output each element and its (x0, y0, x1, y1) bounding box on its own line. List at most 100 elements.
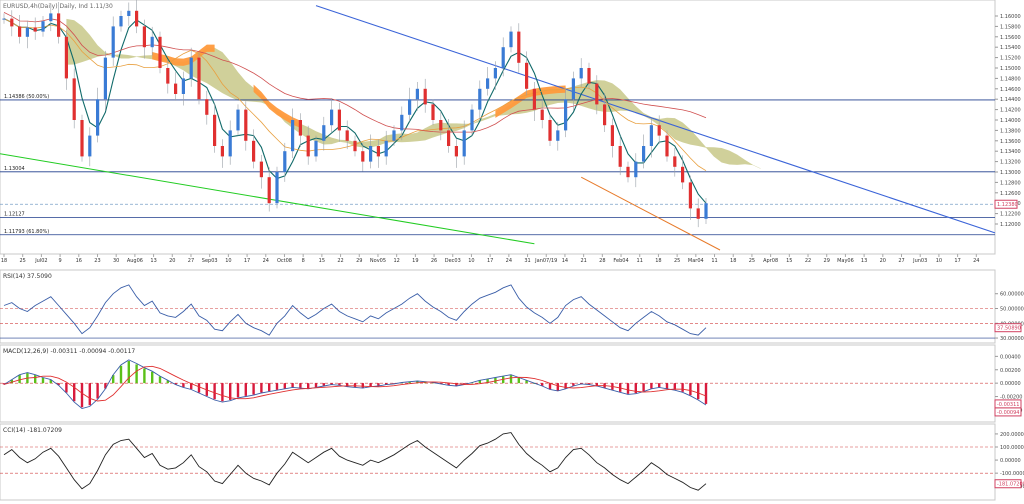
candle-body (220, 146, 224, 157)
x-tick-label: 12 (393, 258, 399, 264)
macd-histogram-bar (49, 379, 52, 384)
candle-body (49, 13, 53, 22)
y-tick-label: 1.14200 (1000, 108, 1021, 114)
candle-body (314, 140, 318, 157)
macd-histogram-bar (619, 383, 622, 392)
x-tick-label: 18 (655, 258, 661, 264)
macd-histogram-bar (361, 383, 364, 388)
y-tick-label: 30.00000 (1000, 336, 1024, 342)
candle-body (345, 130, 349, 141)
x-tick-label: 19 (412, 258, 418, 264)
macd-histogram-bar (96, 383, 99, 399)
candle-body (72, 78, 76, 120)
macd-histogram-bar (135, 364, 138, 384)
x-tick-label: 22 (337, 258, 343, 264)
y-tick-label: 1.15000 (1000, 66, 1021, 72)
macd-histogram-bar (127, 361, 130, 384)
macd-histogram-bar (587, 383, 591, 385)
macd-histogram-bar (689, 383, 692, 396)
macd-histogram-bar (322, 383, 325, 386)
x-tick-label: 24 (973, 258, 979, 264)
macd-histogram-bar (642, 383, 645, 392)
x-axis: 18 25 Jul02 9 16 23 30 Aug06 13 20 27 Sep03 10 17 24 Oc… (1, 254, 979, 264)
candle-body (673, 156, 677, 167)
x-tick-label: Jan07/19 (534, 258, 557, 264)
candle-body (174, 83, 178, 94)
x-tick-label: 29 (824, 258, 830, 264)
x-tick-label: 31 (524, 258, 530, 264)
candle-body (283, 151, 287, 172)
x-tick-label: Dec03 (445, 258, 461, 264)
macd-histogram-bar (369, 383, 372, 387)
x-tick-label: 27 (188, 258, 194, 264)
candle-body (408, 99, 412, 115)
candle-body (361, 151, 365, 162)
x-tick-label: Aug06 (127, 258, 143, 264)
macd-histogram-bar (658, 383, 661, 388)
macd-histogram-bar (650, 383, 653, 389)
macd-histogram-bar (595, 383, 598, 386)
y-tick-label: 1.13000 (1000, 170, 1021, 176)
macd-histogram-bar (88, 383, 91, 406)
candle-body (634, 161, 638, 178)
macd-histogram-bar (346, 383, 349, 387)
candle-body (376, 146, 380, 157)
candle-body (205, 99, 209, 115)
candle-body (135, 10, 139, 27)
symbol-info: EURUSD,4h(Daily) Daily, Ind 1.11/30 (3, 3, 113, 10)
y-tick-label: 1.15600 (1000, 35, 1021, 41)
macd-label: MACD(12,26,9) -0.00311 -0.00094 -0.00117 (3, 348, 135, 355)
candle-body (181, 78, 185, 94)
last-value-label: -0.00311 (997, 402, 1019, 408)
x-tick-label: 13 (150, 258, 156, 264)
candle-body (525, 62, 529, 89)
macd-histogram-bar (143, 368, 146, 384)
macd-histogram-bar (174, 383, 177, 385)
candle-body (657, 125, 661, 136)
x-tick-label: 13 (861, 258, 867, 264)
macd-histogram-bar (541, 383, 544, 386)
main-series: 1.16000 1.15800 1.15600 1.15400 1.15200 1.150… (0, 0, 1021, 251)
y-tick-label: 1.13400 (1000, 149, 1021, 155)
macd-histogram-bar (252, 383, 255, 395)
x-tick-label: 14 (562, 258, 568, 264)
candle-body (447, 130, 451, 146)
macd-line (3, 359, 707, 409)
level-label: 1.14386 (50.00%) (4, 94, 49, 100)
x-tick-label: 26 (431, 258, 437, 264)
candle-body (275, 172, 279, 204)
candle-body (88, 135, 92, 157)
x-tick-label: 24 (263, 258, 269, 264)
macd-histogram-bar (377, 383, 380, 386)
candle-body (610, 125, 614, 146)
candle-body (252, 140, 256, 162)
y-tick-label: 1.12000 (1000, 222, 1021, 228)
y-tick-label: 0.00200 (1000, 368, 1021, 374)
last-value-label: -181.07209 (997, 482, 1024, 488)
macd-histogram-bar (236, 383, 240, 398)
candle-body (392, 130, 396, 141)
x-tick-label: 11 (711, 258, 717, 264)
x-tick-label: 17 (487, 258, 493, 264)
y-tick-label: 200.00000 (1000, 432, 1024, 438)
macd-histogram-bar (704, 383, 708, 404)
main-panel: EURUSD,4h(Daily) Daily, Ind 1.11/30 (0, 0, 996, 255)
candle-body (564, 99, 568, 131)
macd-histogram-bar (525, 380, 528, 384)
y-tick-label: 0.00000 (1000, 381, 1021, 387)
y-tick-label: 1.14000 (1000, 118, 1021, 124)
macd-histogram-bar (213, 383, 216, 400)
x-tick-label: 10 (468, 258, 474, 264)
macd-series: 0.004000.002000.00000-0.00200-0.00400-0.… (0, 354, 1022, 417)
candle-body (423, 88, 427, 105)
candle-body (57, 13, 61, 37)
x-tick-label: 29 (356, 258, 362, 264)
macd-histogram-bar (463, 383, 466, 385)
macd-histogram-bar (283, 383, 286, 389)
macd-histogram-bar (182, 383, 185, 388)
x-tick-label: 25 (20, 258, 26, 264)
candle-body (540, 109, 544, 120)
x-tick-label: 15 (319, 258, 325, 264)
candle-body (532, 88, 536, 110)
